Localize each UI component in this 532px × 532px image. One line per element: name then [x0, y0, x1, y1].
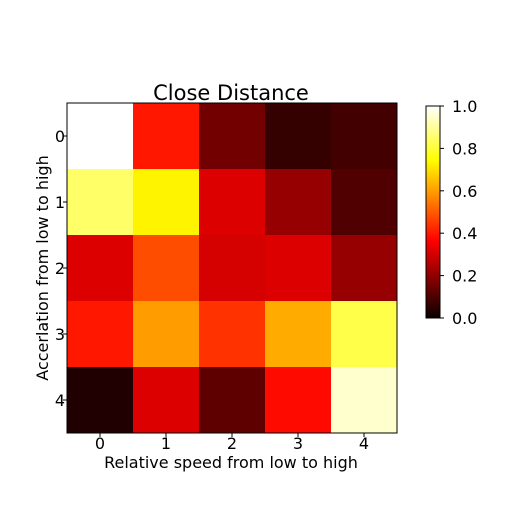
y-tick-label: 3	[55, 325, 65, 344]
heatmap-cell-r1-c1	[133, 169, 200, 236]
heatmap-cell-r0-c0	[67, 103, 134, 170]
heatmap-cells	[67, 103, 398, 434]
heatmap-cell-r3-c4	[331, 301, 398, 368]
heatmap-cell-r0-c1	[133, 103, 200, 170]
y-tick-label: 4	[55, 391, 65, 410]
colorbar-tick-label: 0.6	[452, 182, 477, 201]
heatmap-cell-r1-c3	[265, 169, 332, 236]
x-tick-label: 2	[227, 434, 237, 453]
colorbar-tick-label: 0.0	[452, 309, 477, 328]
colorbar	[425, 105, 441, 319]
heatmap-cell-r2-c1	[133, 235, 200, 302]
y-tick-label: 0	[55, 127, 65, 146]
heatmap-cell-r3-c1	[133, 301, 200, 368]
colorbar-tick-label: 1.0	[452, 97, 477, 116]
heatmap-cell-r3-c0	[67, 301, 134, 368]
heatmap-cell-r0-c2	[199, 103, 266, 170]
heatmap-cell-r1-c2	[199, 169, 266, 236]
heatmap-cell-r3-c2	[199, 301, 266, 368]
x-axis-label: Relative speed from low to high	[104, 453, 358, 472]
x-tick-label: 3	[293, 434, 303, 453]
y-tick-labels: 0 1 2 3 4	[55, 127, 67, 410]
colorbar-tick-label: 0.8	[452, 139, 477, 158]
x-tick-label: 0	[95, 434, 105, 453]
colorbar-tick-label: 0.2	[452, 267, 477, 286]
y-tick-label: 1	[55, 193, 65, 212]
heatmap-cell-r2-c0	[67, 235, 134, 302]
heatmap-cell-r2-c4	[331, 235, 398, 302]
heatmap-cell-r3-c3	[265, 301, 332, 368]
colorbar-tick-label: 0.4	[452, 224, 477, 243]
chart-title: Close Distance	[153, 81, 309, 105]
heatmap-cell-r2-c2	[199, 235, 266, 302]
x-tick-label: 1	[161, 434, 171, 453]
x-tick-labels: 0 1 2 3 4	[95, 433, 369, 453]
heatmap-cell-r4-c2	[199, 367, 266, 434]
heatmap-cell-r1-c0	[67, 169, 134, 236]
heatmap-cell-r1-c4	[331, 169, 398, 236]
heatmap-cell-r0-c3	[265, 103, 332, 170]
heatmap-cell-r4-c3	[265, 367, 332, 434]
heatmap-cell-r4-c4	[331, 367, 398, 434]
y-axis-label: Accerlation from low to high	[33, 155, 52, 380]
heatmap-cell-r4-c1	[133, 367, 200, 434]
heatmap-cell-r2-c3	[265, 235, 332, 302]
y-tick-label: 2	[55, 259, 65, 278]
heatmap-cell-r4-c0	[67, 367, 134, 434]
heatmap-cell-r0-c4	[331, 103, 398, 170]
colorbar-tick-labels: 0.0 0.2 0.4 0.6 0.8 1.0	[440, 97, 477, 328]
x-tick-label: 4	[359, 434, 369, 453]
